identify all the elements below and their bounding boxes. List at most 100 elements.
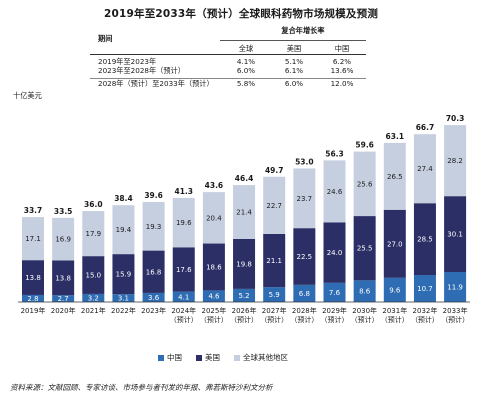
bar-segment	[22, 260, 44, 295]
bar-segment	[112, 254, 135, 295]
x-tick-label: 2032年	[413, 306, 438, 315]
bar-segment	[383, 209, 406, 278]
segment-value-label: 20.4	[206, 214, 222, 222]
x-tick-label: 2027年	[262, 306, 287, 315]
x-tick-label: 2021年	[81, 306, 106, 315]
bar-segment	[263, 176, 286, 234]
cagr-row: 2023年至2028年（预计） 6.0% 6.1% 13.6%	[90, 65, 366, 76]
bar-segment	[233, 288, 256, 302]
cagr-col-global: 全球	[238, 44, 254, 53]
segment-value-label: 28.5	[417, 236, 433, 244]
segment-value-label: 22.7	[266, 202, 282, 210]
segment-value-label: 23.7	[297, 195, 313, 203]
legend-swatch-rest	[234, 354, 240, 361]
segment-value-label: 17.6	[176, 266, 192, 274]
segment-value-label: 24.0	[327, 249, 343, 257]
x-tick-label: 2033年	[443, 306, 468, 315]
segment-value-label: 3.6	[148, 294, 160, 302]
bar-segment	[413, 134, 436, 204]
bar-segment	[353, 216, 376, 281]
cagr-group-label: 复合年增长率	[281, 26, 325, 35]
segment-value-label: 19.3	[146, 223, 162, 231]
total-value-label: 56.3	[325, 149, 344, 158]
segment-value-label: 3.1	[118, 295, 129, 303]
segment-value-label: 2.7	[58, 295, 69, 303]
cagr-table-header: 期间 复合年增长率 全球 美国 中国	[90, 24, 366, 55]
cagr-value: 5.1%	[284, 57, 304, 66]
bar-segment	[202, 243, 225, 291]
segment-value-label: 19.4	[116, 226, 132, 234]
unit-label: 十亿美元	[13, 91, 42, 100]
bar-segment	[383, 142, 406, 210]
bar-segment	[323, 160, 346, 223]
bar-segment	[52, 295, 75, 302]
total-value-label: 59.6	[355, 141, 374, 150]
bar-segment	[383, 277, 406, 302]
legend-item-rest: 全球其他地区	[234, 352, 288, 363]
segment-value-label: 21.1	[266, 257, 282, 265]
segment-value-label: 6.8	[299, 290, 310, 298]
cagr-value: 6.2%	[332, 57, 352, 66]
total-value-label: 43.6	[205, 181, 224, 190]
segment-value-label: 25.5	[357, 245, 373, 253]
bar-segment	[172, 197, 195, 248]
segment-value-label: 19.6	[176, 219, 192, 227]
bar-segment	[172, 291, 195, 302]
x-tick-label: （预计）	[351, 315, 379, 324]
segment-value-label: 15.9	[116, 271, 132, 279]
bar-segment	[293, 228, 316, 285]
chart-legend: 中国 美国 全球其他地区	[158, 352, 288, 363]
cagr-value: 12.0%	[330, 79, 354, 88]
total-value-label: 70.3	[446, 114, 465, 123]
segment-value-label: 21.4	[236, 209, 252, 217]
total-value-label: 63.1	[386, 132, 405, 141]
bar-segment	[263, 233, 286, 288]
total-value-label: 33.5	[54, 207, 73, 216]
cagr-row-period: 2019年至2023年	[98, 57, 157, 66]
bar-segment	[323, 282, 346, 302]
segment-value-label: 18.6	[206, 263, 222, 271]
bar-segment	[353, 151, 376, 217]
cagr-value: 6.0%	[284, 79, 304, 88]
bar-segment	[52, 217, 75, 261]
segment-value-label: 19.8	[236, 260, 252, 268]
segment-value-label: 4.1	[178, 293, 189, 301]
legend-label: 全球其他地区	[243, 353, 288, 362]
segment-value-label: 22.5	[297, 253, 313, 261]
legend-label: 美国	[205, 353, 220, 362]
x-tick-label: （预计）	[200, 315, 228, 324]
x-tick-label: （预计）	[441, 315, 469, 324]
x-tick-label: 2026年	[232, 306, 257, 315]
segment-value-label: 5.9	[269, 291, 280, 299]
cagr-value: 13.6%	[330, 65, 354, 75]
segment-value-label: 13.8	[55, 274, 71, 282]
x-tick-label: （预计）	[321, 315, 349, 324]
segment-value-label: 25.6	[357, 180, 373, 188]
cagr-value: 6.1%	[284, 65, 304, 75]
bar-segment	[353, 280, 376, 302]
x-tick-label: 2030年	[352, 306, 377, 315]
bar-segment	[172, 247, 195, 292]
x-tick-label: 2023年	[141, 306, 166, 315]
cagr-value: 5.8%	[236, 79, 256, 88]
x-tick-label: 2020年	[51, 306, 76, 315]
bar-segment	[112, 205, 135, 255]
x-tick-label: 2019年	[21, 306, 46, 315]
total-value-label: 49.7	[265, 166, 284, 175]
bar-segment	[444, 125, 467, 197]
legend-label: 中国	[167, 353, 182, 362]
segment-value-label: 17.1	[25, 235, 41, 243]
total-value-label: 53.0	[295, 157, 314, 166]
total-value-label: 38.4	[114, 194, 133, 203]
legend-item-us: 美国	[196, 352, 220, 363]
x-tick-label: 2031年	[382, 306, 407, 315]
segment-value-label: 27.4	[417, 165, 433, 173]
segment-value-label: 11.9	[447, 284, 463, 292]
legend-swatch-us	[196, 354, 202, 361]
cagr-table: 期间 复合年增长率 全球 美国 中国 2019年至2023年 4.1% 5.1%…	[90, 24, 366, 89]
total-value-label: 36.0	[84, 200, 103, 209]
cagr-value: 6.0%	[236, 65, 256, 75]
bar-segment	[233, 185, 256, 239]
x-tick-label: 2024年	[171, 306, 196, 315]
bar-segment	[52, 260, 75, 296]
